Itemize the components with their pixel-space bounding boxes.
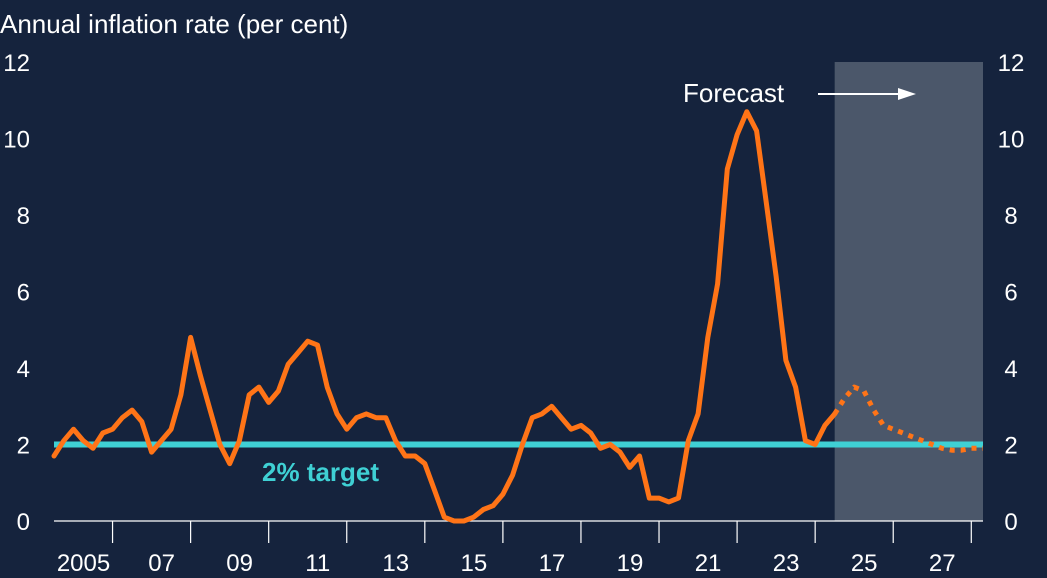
y-tick-label-left: 4 [17, 356, 30, 383]
y-tick-label-right: 2 [1004, 433, 1017, 460]
x-tick-label: 09 [226, 550, 253, 577]
y-tick-label-left: 2 [17, 433, 30, 460]
y-tick-label-left: 12 [3, 50, 30, 77]
y-tick-label-right: 6 [1004, 280, 1017, 307]
y-tick-label-right: 4 [1004, 356, 1017, 383]
y-tick-label-right: 12 [998, 50, 1025, 77]
x-ticks: 2005 07 09 11 13 15 17 19 21 23 25 27 [57, 521, 972, 577]
x-tick-label: 25 [851, 550, 878, 577]
x-tick-label: 13 [382, 550, 409, 577]
y-ticks-left: 0 2 4 6 8 10 12 [3, 50, 30, 536]
x-tick-label: 19 [617, 550, 644, 577]
x-tick-label: 07 [148, 550, 175, 577]
y-tick-label-left: 0 [17, 509, 30, 536]
x-tick-label: 17 [539, 550, 566, 577]
y-tick-label-left: 6 [17, 280, 30, 307]
y-tick-label-left: 10 [3, 127, 30, 154]
chart-title: Annual inflation rate (per cent) [0, 9, 348, 39]
series-line-actual [51, 109, 838, 524]
target-label: 2% target [262, 457, 379, 487]
series-group [51, 109, 983, 524]
y-tick-label-right: 0 [1004, 509, 1017, 536]
y-tick-label-right: 10 [998, 127, 1025, 154]
x-tick-label: 27 [929, 550, 956, 577]
y-tick-label-right: 8 [1004, 203, 1017, 230]
forecast-label: Forecast [683, 78, 785, 108]
x-tick-label: 21 [695, 550, 722, 577]
x-tick-label: 15 [461, 550, 488, 577]
x-tick-label: 2005 [57, 550, 110, 577]
x-tick-label: 11 [305, 550, 330, 577]
x-tick-label: 23 [773, 550, 800, 577]
y-tick-label-left: 8 [17, 203, 30, 230]
y-ticks-right: 0 2 4 6 8 10 12 [998, 50, 1025, 536]
forecast-arrow-icon [818, 88, 916, 100]
